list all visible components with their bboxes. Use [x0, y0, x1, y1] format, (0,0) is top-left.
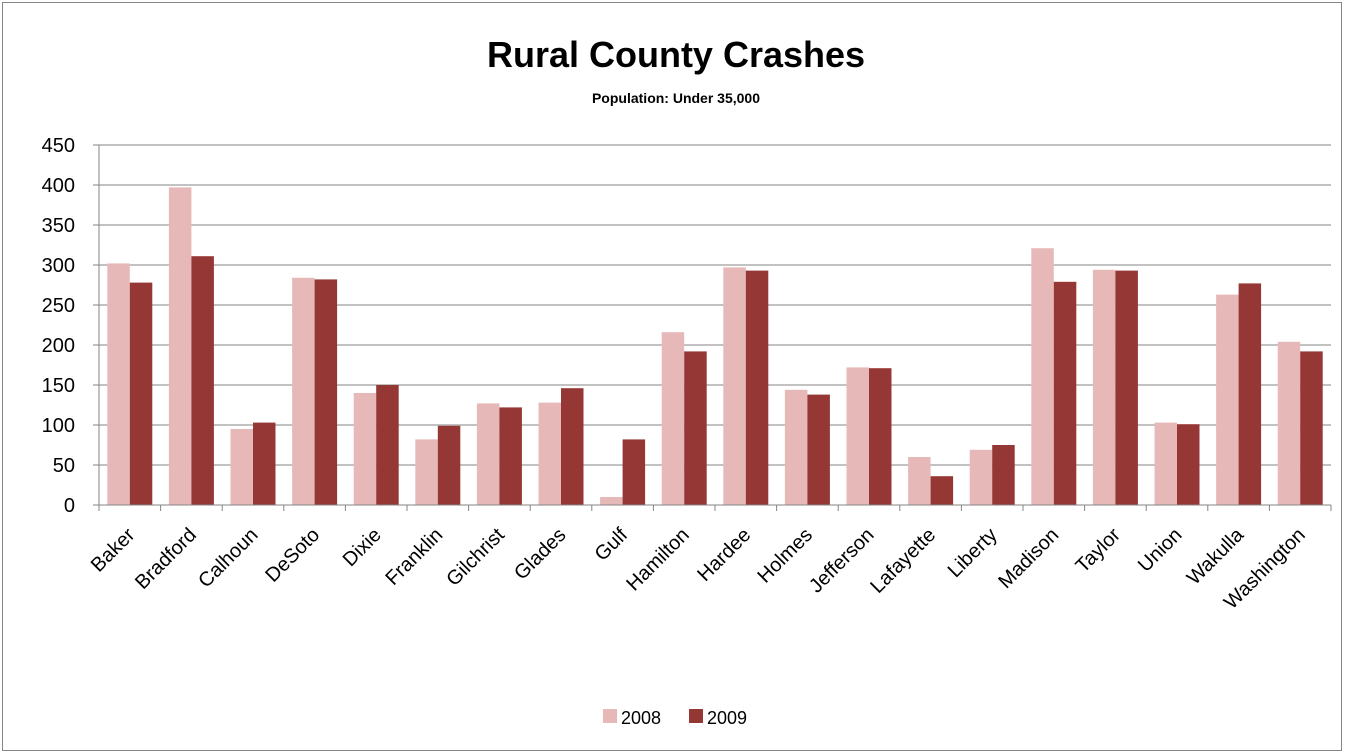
y-axis-ticks: 0 50 100 150 200 250 300 350 400 450	[42, 135, 99, 517]
bar-2008-glades	[538, 402, 561, 505]
y-tick-label: 400	[42, 175, 75, 197]
legend-swatch-2008	[603, 709, 617, 723]
bar-2008-madison	[1031, 248, 1054, 505]
x-tick-label: Dixie	[339, 524, 386, 571]
x-tick-label: Glades	[510, 524, 570, 584]
bar-2008-hamilton	[661, 332, 685, 505]
bar-2008-lafayette	[908, 457, 931, 505]
bar-2009-wakulla	[1238, 283, 1262, 505]
x-tick-label: DeSoto	[261, 524, 324, 587]
bar-2008-bradford	[168, 187, 192, 505]
bar-2008-taylor	[1092, 269, 1116, 505]
bar-2008-gulf	[600, 497, 623, 505]
bar-2009-bradford	[191, 256, 214, 505]
bar-2009-liberty	[992, 445, 1015, 505]
bar-2008-dixie	[353, 393, 377, 505]
x-tick-label: Holmes	[753, 524, 816, 587]
x-tick-label: Lafayette	[866, 524, 940, 598]
bar-2009-dixie	[376, 385, 399, 505]
bar-2009-hardee	[745, 270, 769, 505]
bar-2009-union	[1177, 424, 1200, 505]
y-tick-label: 200	[42, 335, 75, 357]
bar-2008-gilchrist	[476, 403, 500, 505]
x-tick-label: Gilchrist	[442, 524, 509, 591]
y-tick-label: 50	[53, 455, 75, 477]
x-tick-label: Hamilton	[622, 524, 693, 595]
bars	[107, 187, 1323, 505]
bar-2009-madison	[1053, 281, 1077, 505]
x-tick-label: Bradford	[131, 524, 201, 594]
bar-2009-taylor	[1115, 270, 1138, 505]
x-tick-label: Hardee	[693, 524, 755, 586]
x-tick-label: Taylor	[1072, 524, 1126, 578]
bar-2009-washington	[1300, 351, 1323, 505]
chart-subtitle: Population: Under 35,000	[592, 90, 760, 106]
chart-title: Rural County Crashes	[487, 34, 865, 75]
x-tick-label: Union	[1134, 524, 1187, 577]
bar-2009-gulf	[622, 439, 646, 505]
x-tick-label: Franklin	[381, 524, 447, 590]
axes	[98, 145, 1331, 506]
bar-2008-baker	[107, 263, 130, 505]
bar-2008-washington	[1277, 341, 1301, 505]
bar-2008-desoto	[292, 277, 315, 505]
y-tick-label: 250	[42, 295, 75, 317]
bar-2008-wakulla	[1216, 294, 1239, 505]
legend-label-2009: 2009	[707, 708, 747, 728]
y-tick-label: 0	[64, 495, 75, 517]
x-tick-label: Liberty	[944, 524, 1002, 582]
y-tick-label: 450	[42, 135, 75, 157]
legend: 2008 2009	[603, 708, 747, 728]
bar-2008-jefferson	[846, 367, 869, 505]
y-tick-label: 100	[42, 415, 75, 437]
bar-2009-lafayette	[930, 476, 954, 505]
legend-label-2008: 2008	[621, 708, 661, 728]
bar-2009-calhoun	[253, 422, 276, 505]
bar-2008-hardee	[723, 267, 746, 505]
x-tick-label: Baker	[87, 524, 140, 577]
x-tick-label: Jefferson	[805, 524, 878, 597]
y-tick-label: 150	[42, 375, 75, 397]
legend-swatch-2009	[689, 709, 703, 723]
bar-2009-hamilton	[684, 351, 707, 505]
bar-2008-calhoun	[230, 429, 253, 505]
x-tick-label: Gulf	[591, 524, 633, 566]
bar-2009-franklin	[437, 425, 461, 505]
chart-canvas: Rural County Crashes Population: Under 3…	[42, 34, 1332, 728]
bar-2009-baker	[129, 282, 153, 505]
bar-2008-liberty	[969, 449, 993, 505]
x-tick-label: Madison	[994, 524, 1063, 593]
bar-2008-franklin	[415, 439, 438, 505]
bar-2009-jefferson	[869, 368, 892, 505]
x-tick-label: Calhoun	[194, 524, 262, 592]
bar-2009-gilchrist	[499, 407, 522, 505]
bar-2009-desoto	[314, 279, 338, 505]
gridlines	[99, 144, 1331, 466]
y-tick-label: 350	[42, 215, 75, 237]
bar-2008-holmes	[784, 389, 808, 505]
bar-2009-glades	[561, 388, 584, 505]
bar-2008-union	[1154, 422, 1177, 505]
bar-2009-holmes	[807, 394, 830, 505]
y-tick-label: 300	[42, 255, 75, 277]
